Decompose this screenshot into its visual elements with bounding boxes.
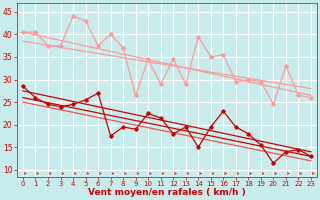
X-axis label: Vent moyen/en rafales ( km/h ): Vent moyen/en rafales ( km/h ) xyxy=(88,188,246,197)
